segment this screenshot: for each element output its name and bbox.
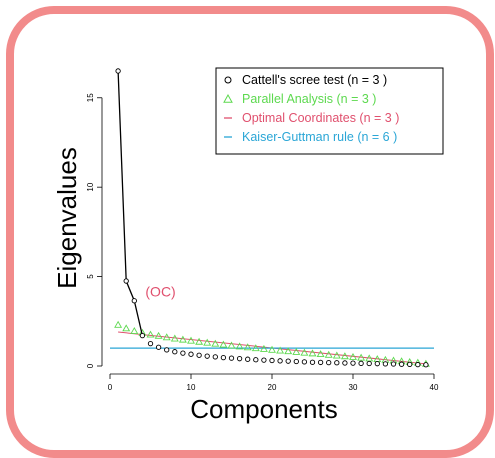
pa-point [227,341,236,349]
eigenvalue-point [326,359,332,366]
legend-entry: Cattell's scree test (n = 3 ) [224,73,387,87]
pa-point [130,327,139,334]
eigenvalue-point [115,68,121,74]
annotation: (OC) [145,284,175,300]
x-tick-label: 20 [268,383,277,392]
pa-point [235,342,244,350]
legend: Cattell's scree test (n = 3 ) Parallel An… [215,67,444,155]
pa-point [340,352,349,360]
x-axis-label: Components [190,394,337,424]
pa-point [284,347,293,355]
pa-point [122,324,131,332]
legend-symbol [223,93,233,103]
eigenvalue-point [293,358,299,365]
legend-entry: Parallel Analysis (n = 3 ) [223,92,376,106]
pa-point [187,336,195,344]
pa-point [259,344,268,352]
legend-label: Parallel Analysis (n = 3 ) [242,92,376,106]
y-tick-label: 15 [86,93,95,102]
eigenvalue-point [269,357,275,364]
pa-point [292,347,301,355]
y-tick-label: 0 [86,363,95,368]
eigenvalue-point [139,332,146,339]
y-tick-label: 5 [86,274,95,279]
legend-label: Optimal Coordinates (n = 3 ) [242,111,399,125]
legend-label: Kaiser-Guttman rule (n = 6 ) [242,130,397,144]
eigenvalue-point [366,360,372,367]
pa-point [154,331,163,339]
pa-point [251,344,260,352]
legend-box [215,67,444,155]
pa-point [195,337,204,345]
eigenvalue-point [285,358,291,364]
eigenvalue-point [277,358,283,364]
pa-point [170,334,179,342]
pa-point [243,343,252,351]
eigenvalue-point [382,361,389,367]
axes: 0 10 20 30 40 0 5 10 15 [86,93,439,392]
legend-symbol [224,76,232,84]
pa-point [332,351,341,359]
eigenvalue-point [350,360,356,366]
eigenvalue-point [228,355,235,361]
x-tick-label: 40 [430,383,439,392]
oc-annotation: (OC) [145,284,175,300]
pa-point [357,353,366,361]
eigenvalue-point [398,361,405,367]
pa-point [178,335,187,343]
eigenvalue-point [188,351,194,357]
eigenvalue-point [317,359,324,366]
legend-label: Cattell's scree test (n = 3 ) [242,73,387,87]
eigenvalue-series [115,68,429,368]
eigenvalue-point [131,298,137,304]
pa-point [308,349,317,357]
y-axis-label: Eigenvalues [52,147,82,289]
pa-point [268,345,276,353]
pa-point [349,352,357,360]
eigenvalue-point [123,278,129,284]
legend-entry: Kaiser-Guttman rule (n = 6 ) [224,130,397,144]
pa-point [203,338,212,346]
eigenvalue-point [220,354,227,361]
eigenvalue-point [164,347,170,353]
eigenvalue-point [147,340,154,347]
eigenvalue-point [261,357,267,363]
pa-point [114,320,123,328]
eigenvalue-point [236,356,243,362]
x-tick-label: 30 [349,383,358,392]
eigenvalue-point [155,344,162,350]
legend-entry: Optimal Coordinates (n = 3 ) [224,111,399,125]
eigenvalue-point [374,361,380,367]
eigenvalue-point [204,353,210,359]
y-tick-label: 10 [86,182,95,191]
eigenvalue-point [245,356,251,362]
eigenvalue-point [342,360,348,366]
eigenvalue-point [196,352,202,358]
pa-point [219,340,228,348]
eigenvalue-point [212,354,218,360]
x-tick-label: 10 [187,383,196,392]
eigenvalue-point [334,360,340,366]
eigenvalue-point [390,361,397,367]
eigenvalue-point [253,357,259,363]
eigenvalue-point [415,361,421,368]
eigenvalue-point [407,361,413,368]
x-tick-label: 0 [108,383,113,392]
pa-point [211,339,220,347]
eigenvalue-point [172,349,178,355]
eigenvalue-point [180,350,186,356]
eigenvalue-point [358,360,364,366]
pa-point [316,350,325,358]
pa-point [146,330,155,338]
eigenvalue-point [423,362,429,368]
pa-point [276,346,285,354]
pa-point [324,350,333,358]
eigenvalue-point [301,359,308,365]
pa-point [300,348,309,356]
eigenvalue-point [309,359,316,365]
pa-point [162,333,171,341]
scree-line [117,70,144,336]
